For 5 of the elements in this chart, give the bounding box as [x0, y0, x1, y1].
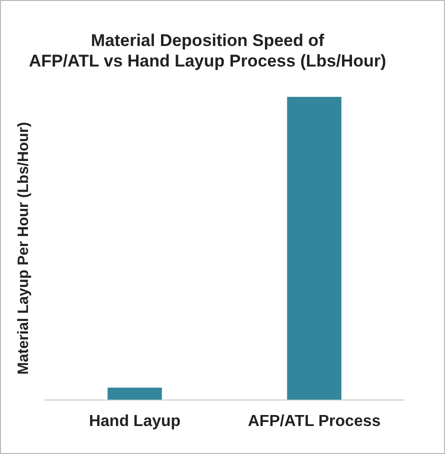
text: Material Deposition Speed of [90, 30, 324, 50]
text: AFP/ATL vs Hand Layup Process (Lbs/Hour) [28, 51, 386, 70]
x-tick-label: Hand Layup [88, 412, 181, 430]
x-tick-label: AFP/ATL Process [248, 412, 381, 430]
y-axis-title: Material Layup Per Hour (Lbs/Hour) [15, 122, 32, 375]
